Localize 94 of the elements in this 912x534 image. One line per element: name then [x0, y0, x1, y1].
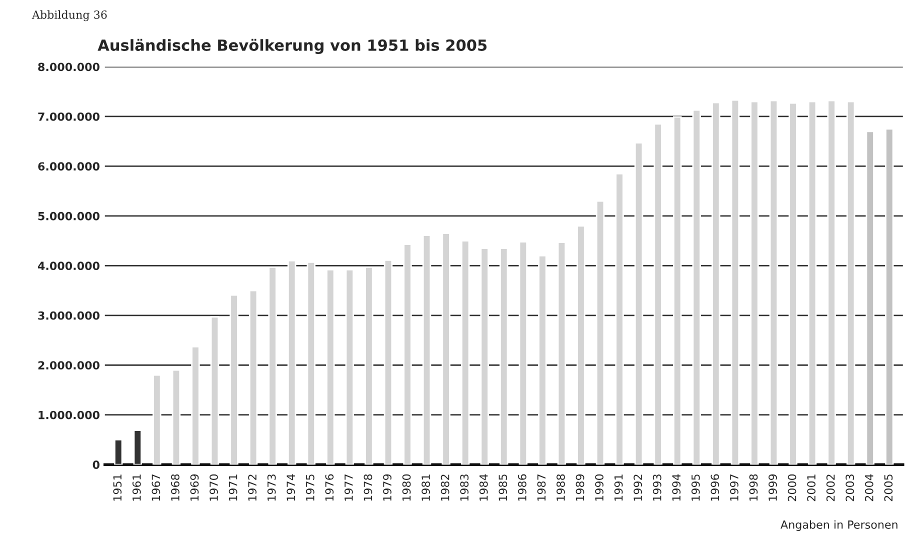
x-tick-label: 1986	[518, 474, 526, 501]
bar	[576, 225, 586, 465]
x-tick-label: 1974	[286, 474, 296, 501]
y-tick-label: 0	[92, 460, 100, 469]
bar	[518, 241, 528, 465]
bar	[750, 100, 759, 465]
bar	[846, 100, 856, 465]
bar	[364, 266, 374, 465]
x-tick-label: 1990	[595, 474, 604, 501]
x-tick-label: 1979	[383, 474, 392, 501]
x-tick-label: 1993	[652, 474, 662, 501]
bar	[248, 290, 258, 465]
x-tick-label: 1983	[460, 474, 469, 501]
y-tick-label: 4.000.000	[38, 262, 100, 270]
bar	[712, 102, 720, 465]
bar	[133, 430, 142, 465]
bar	[557, 242, 566, 465]
x-tick-label: 2002	[826, 474, 835, 502]
bar	[769, 100, 778, 465]
x-tick-label: 1969	[190, 474, 199, 501]
bar	[866, 130, 874, 465]
y-tick-label: 8.000.000	[38, 62, 100, 72]
bar	[442, 232, 450, 465]
x-tick-label: 1975	[306, 474, 314, 501]
bar	[268, 266, 277, 465]
x-tick-label: 1967	[152, 474, 160, 501]
x-tick-label: 1973	[267, 474, 276, 501]
bar	[500, 248, 508, 465]
bar	[384, 260, 393, 465]
bar	[730, 99, 740, 465]
x-tick-label: 1998	[749, 474, 758, 501]
bar	[191, 346, 200, 465]
bar	[172, 369, 181, 465]
bar	[596, 200, 605, 465]
y-tick-label: 2.000.000	[38, 361, 100, 370]
x-tick-label: 1951	[113, 474, 122, 501]
y-tick-label: 6.000.000	[38, 162, 100, 171]
x-tick-label: 1987	[537, 474, 546, 501]
bar	[306, 261, 316, 465]
bar	[615, 172, 624, 465]
x-tick-label: 1989	[576, 474, 584, 501]
bar	[210, 316, 220, 465]
x-tick-label: 2001	[807, 474, 816, 502]
x-tick-label: 1980	[402, 474, 411, 501]
bar	[654, 123, 662, 465]
x-tick-label: 1961	[132, 474, 141, 501]
x-tick-label: 1971	[228, 474, 238, 501]
bar	[114, 439, 123, 465]
bar	[230, 294, 238, 465]
x-tick-label: 1978	[364, 474, 372, 501]
y-tick-label: 5.000.000	[38, 212, 100, 220]
x-tick-label: 1985	[498, 474, 508, 501]
y-tick-label: 1.000.000	[38, 410, 100, 420]
bar	[827, 100, 836, 465]
x-tick-label: 1996	[710, 474, 720, 501]
bar	[885, 128, 894, 465]
text: Angaben in Personen	[780, 520, 898, 531]
bar	[345, 268, 354, 465]
x-tick-label: 1977	[344, 474, 353, 501]
x-tick-label: 1994	[672, 474, 681, 501]
x-tick-label: 1988	[556, 474, 565, 501]
x-tick-label: 1997	[730, 474, 738, 501]
x-tick-label: 1991	[614, 474, 623, 501]
bar	[788, 102, 798, 465]
x-tick-label: 2005	[884, 474, 893, 502]
x-tick-label: 1968	[171, 474, 180, 501]
text: Abbildung 36	[32, 10, 107, 22]
bar	[287, 260, 296, 465]
x-tick-label: 2003	[846, 474, 854, 502]
x-tick-label: 1999	[768, 474, 777, 501]
x-tick-label: 1984	[479, 474, 488, 501]
x-tick-label: 1981	[422, 474, 430, 501]
bar	[634, 142, 644, 465]
bar	[403, 244, 412, 465]
x-tick-label: 2000	[788, 474, 796, 502]
bar	[480, 248, 489, 465]
x-tick-label: 1992	[634, 474, 642, 501]
y-tick-label: 7.000.000	[38, 112, 100, 121]
bar	[460, 240, 470, 465]
bar	[152, 374, 162, 465]
x-tick-label: 1970	[210, 474, 218, 501]
bar	[692, 109, 701, 465]
bar	[808, 100, 817, 465]
x-tick-label: 2004	[864, 474, 874, 502]
x-tick-label: 1976	[325, 474, 334, 501]
bar	[422, 234, 432, 465]
bar	[538, 255, 547, 465]
y-tick-label: 3.000.000	[38, 311, 100, 320]
bar	[326, 268, 335, 465]
chart-title: Ausländische Bevölkerung von 1951 bis 2005	[98, 38, 487, 54]
x-tick-label: 1995	[691, 474, 700, 501]
bar	[673, 116, 682, 465]
x-tick-label: 1972	[248, 474, 257, 501]
x-tick-label: 1982	[440, 474, 450, 501]
